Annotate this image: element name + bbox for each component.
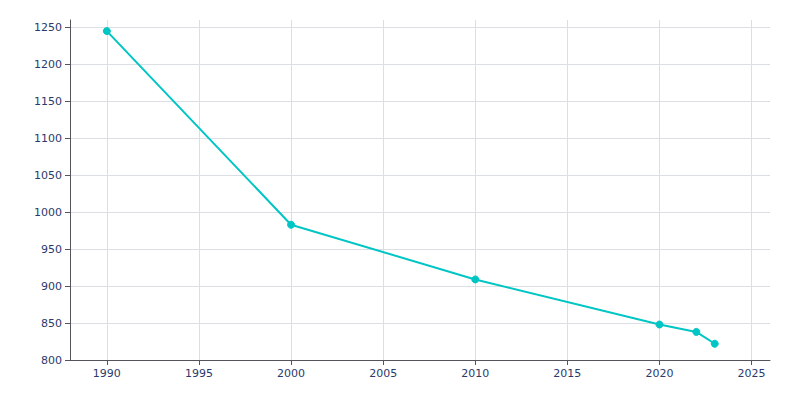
svg-text:2025: 2025: [738, 367, 766, 380]
svg-text:2020: 2020: [645, 367, 673, 380]
svg-text:1250: 1250: [34, 21, 62, 34]
svg-text:1990: 1990: [93, 367, 121, 380]
svg-text:950: 950: [41, 243, 62, 256]
svg-text:2010: 2010: [461, 367, 489, 380]
svg-text:1200: 1200: [34, 58, 62, 71]
svg-text:850: 850: [41, 317, 62, 330]
svg-text:1100: 1100: [34, 132, 62, 145]
svg-text:2015: 2015: [553, 367, 581, 380]
svg-text:2000: 2000: [277, 367, 305, 380]
svg-text:1150: 1150: [34, 95, 62, 108]
svg-text:900: 900: [41, 280, 62, 293]
svg-text:1995: 1995: [185, 367, 213, 380]
svg-text:1050: 1050: [34, 169, 62, 182]
svg-text:1000: 1000: [34, 206, 62, 219]
svg-text:2005: 2005: [369, 367, 397, 380]
svg-text:800: 800: [41, 354, 62, 367]
